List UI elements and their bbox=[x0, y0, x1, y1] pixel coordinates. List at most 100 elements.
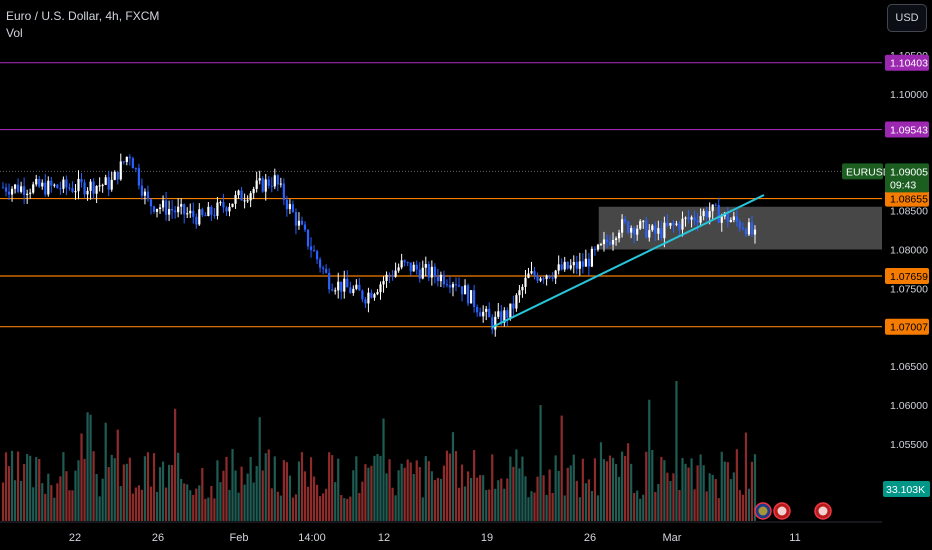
us-flag-icon[interactable] bbox=[773, 502, 791, 520]
candle-body bbox=[611, 239, 615, 245]
candle-body bbox=[68, 187, 71, 189]
candle-body bbox=[77, 178, 80, 192]
candle-body bbox=[442, 274, 446, 285]
candle-body bbox=[312, 250, 316, 252]
volume-value-label[interactable] bbox=[883, 481, 930, 497]
volume-bar bbox=[382, 418, 385, 521]
volume-bar bbox=[261, 470, 264, 521]
level-price-label[interactable] bbox=[885, 54, 929, 71]
candle-body bbox=[545, 275, 548, 280]
candle-body bbox=[20, 186, 23, 192]
volume-bar bbox=[171, 464, 174, 521]
candle-body bbox=[436, 276, 439, 282]
volume-bar bbox=[243, 484, 246, 521]
candle-body bbox=[249, 193, 252, 201]
candle-body bbox=[285, 199, 288, 210]
volume-bar bbox=[373, 455, 376, 521]
candle-body bbox=[503, 310, 506, 323]
candle-body bbox=[32, 184, 35, 193]
candle-body bbox=[666, 222, 669, 226]
volume-bar bbox=[614, 463, 618, 521]
volume-indicator-label[interactable]: Vol bbox=[6, 26, 23, 40]
candle-body bbox=[219, 202, 222, 204]
trendline[interactable] bbox=[491, 194, 765, 329]
volume-bar bbox=[343, 498, 346, 521]
candle-body bbox=[252, 188, 255, 194]
candle-body bbox=[92, 181, 95, 194]
candle-body bbox=[581, 261, 584, 267]
level-price-label[interactable] bbox=[885, 318, 929, 335]
volume-bar bbox=[38, 458, 41, 521]
candle-body bbox=[388, 274, 391, 276]
volume-bar bbox=[473, 450, 476, 521]
candle-body bbox=[10, 188, 14, 195]
volume-bar bbox=[198, 485, 201, 521]
level-price-label[interactable] bbox=[885, 121, 929, 138]
candle-body bbox=[672, 223, 675, 225]
last-price-label[interactable] bbox=[885, 163, 929, 193]
candle-body bbox=[273, 175, 276, 187]
candle-body bbox=[539, 278, 542, 281]
volume-bar bbox=[143, 456, 147, 521]
volume-bar bbox=[723, 461, 726, 521]
volume-bar bbox=[331, 455, 334, 521]
candle-body bbox=[291, 204, 295, 213]
volume-bar bbox=[104, 422, 107, 521]
candle-body bbox=[515, 295, 518, 309]
volume-bar bbox=[297, 461, 301, 521]
volume-bar bbox=[705, 491, 708, 521]
volume-bar bbox=[276, 491, 279, 521]
volume-bar bbox=[291, 497, 295, 521]
us-flag-icon[interactable] bbox=[814, 502, 832, 520]
volume-bar bbox=[288, 475, 291, 521]
level-price-text: 1.10403 bbox=[890, 58, 928, 70]
candle-body bbox=[101, 184, 104, 186]
level-price-label[interactable] bbox=[885, 268, 929, 285]
eu-flag-icon[interactable] bbox=[754, 502, 772, 520]
symbol-price-tag[interactable] bbox=[842, 163, 883, 180]
candle-body bbox=[164, 200, 168, 215]
volume-bar bbox=[53, 497, 56, 521]
candle-body bbox=[192, 210, 195, 217]
chart-legend: Euro / U.S. Dollar, 4h, FXCM Vol bbox=[6, 8, 159, 42]
candle-body bbox=[648, 230, 651, 238]
candle-body bbox=[533, 271, 536, 276]
currency-button[interactable]: USD bbox=[887, 4, 927, 32]
candle-body bbox=[663, 222, 666, 239]
volume-bar bbox=[122, 464, 125, 521]
volume-bar bbox=[125, 463, 128, 521]
candle-body bbox=[44, 182, 47, 195]
volume-bar bbox=[485, 490, 488, 521]
candle-body bbox=[23, 186, 26, 196]
candle-body bbox=[593, 248, 597, 250]
volume-bar bbox=[747, 488, 751, 521]
volume-bar bbox=[621, 451, 624, 521]
candle-body bbox=[146, 191, 150, 200]
candle-body bbox=[596, 244, 600, 250]
volume-bar bbox=[714, 479, 717, 521]
volume-bar bbox=[678, 489, 681, 521]
volume-bar bbox=[35, 457, 38, 521]
volume-bar bbox=[708, 473, 711, 521]
candle-body bbox=[104, 177, 107, 185]
volume-bar bbox=[240, 466, 243, 521]
volume-bar bbox=[267, 449, 270, 521]
level-price-label[interactable] bbox=[885, 190, 929, 207]
volume-bar bbox=[113, 458, 116, 521]
symbol-title[interactable]: Euro / U.S. Dollar, 4h, FXCM bbox=[6, 9, 160, 23]
candle-body bbox=[216, 202, 219, 216]
candle-body bbox=[403, 260, 406, 263]
time-tick-label: Feb bbox=[230, 532, 249, 544]
candle-body bbox=[74, 191, 77, 193]
candle-body bbox=[720, 216, 723, 223]
candle-body bbox=[364, 299, 367, 304]
candle-body bbox=[189, 210, 192, 214]
volume-bar bbox=[476, 477, 479, 521]
candle-body bbox=[89, 181, 92, 191]
candle-body bbox=[29, 192, 32, 194]
candle-body bbox=[633, 227, 636, 235]
candle-body bbox=[50, 180, 53, 186]
candle-body bbox=[122, 161, 125, 163]
candle-body bbox=[738, 221, 741, 229]
